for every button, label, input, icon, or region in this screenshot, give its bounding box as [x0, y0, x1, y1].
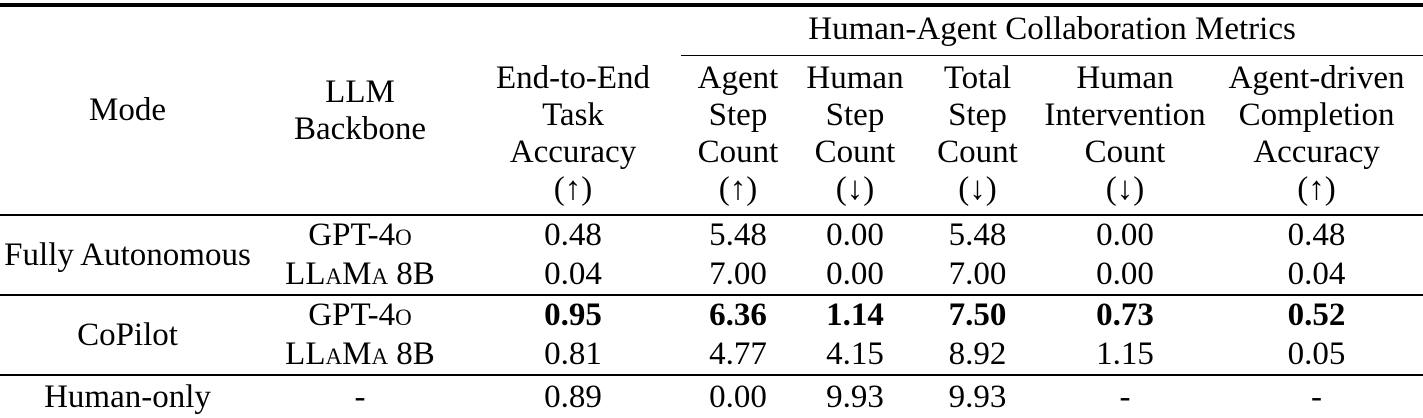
metric-value-cell: -	[1311, 379, 1323, 415]
mode-cell: Human-only	[44, 379, 211, 415]
metric-value-cell: 1.15	[1040, 335, 1210, 376]
col-header-llm-backbone: LLM Backbone	[255, 5, 465, 216]
backbone-cell: LLaMa 8B	[255, 335, 465, 376]
col-header-line: Step	[708, 97, 768, 133]
col-header-line: Count	[937, 134, 1018, 170]
metric-value-cell: 0.95	[544, 297, 602, 333]
metric-value-cell: 0.00	[1040, 255, 1210, 296]
backbone-cell: LLaMa 8B	[255, 255, 465, 296]
col-header-line: Agent	[697, 60, 779, 96]
span-header-row: Mode LLM Backbone Human-Agent Collaborat…	[0, 5, 1423, 216]
col-header-agent-driven-completion-accuracy: Agent-driven Completion Accuracy (↑)	[1210, 55, 1423, 216]
metric-value-cell: 6.36	[709, 297, 767, 333]
metric-value-cell: 0.00	[795, 255, 915, 296]
table-row-human-only: Human-only - 0.89 0.00 9.93 9.93 - -	[0, 375, 1423, 418]
col-header-line: End-to-End	[496, 59, 650, 96]
col-header-human-intervention-count: Human Intervention Count (↓)	[1040, 55, 1210, 216]
metric-value-cell: 4.77	[681, 335, 795, 376]
up-arrow-indicator: (↑)	[553, 170, 593, 207]
backbone-cell: GPT-4o	[308, 217, 412, 253]
col-header-line: Completion	[1238, 97, 1395, 133]
col-header-human-step-count: Human Step Count (↓)	[795, 55, 915, 216]
up-arrow-indicator: (↑)	[1297, 171, 1336, 207]
metric-value-cell: -	[1119, 379, 1131, 415]
col-header-line: Count	[697, 134, 779, 170]
col-header-line: Step	[948, 97, 1007, 133]
metric-value-cell: 0.48	[1287, 217, 1346, 253]
down-arrow-indicator: (↓)	[1105, 171, 1145, 207]
metric-value-cell: 4.15	[795, 335, 915, 376]
metric-value-cell: 0.00	[826, 217, 884, 253]
table-row-copilot-llama: LLaMa 8B 0.81 4.77 4.15 8.92 1.15 0.05	[0, 335, 1423, 376]
metric-value-cell: 0.89	[544, 379, 602, 415]
col-header-line: LLM	[325, 73, 395, 110]
metric-value-cell: 0.00	[709, 379, 767, 415]
metric-value-cell: 5.48	[709, 217, 767, 253]
col-header-end-to-end-accuracy: End-to-End Task Accuracy (↑)	[465, 55, 681, 216]
metric-value-cell: 0.52	[1287, 297, 1346, 333]
column-header-row: End-to-End Task Accuracy (↑) Agent Step …	[0, 55, 1423, 216]
col-header-line: Backbone	[294, 110, 426, 147]
col-header-line: Human	[806, 60, 904, 96]
metric-value-cell: 5.48	[948, 217, 1007, 253]
table-row-fully-autonomous-gpt4o: Fully Autonomous GPT-4o 0.48 5.48 0.00 5…	[0, 215, 1423, 296]
col-header-line: Total	[943, 60, 1012, 96]
metric-value-cell: 0.81	[465, 335, 681, 376]
mode-cell: Fully Autonomous	[0, 215, 255, 296]
metric-value-cell: 0.73	[1096, 297, 1154, 333]
results-table: Mode LLM Backbone Human-Agent Collaborat…	[0, 3, 1423, 418]
metric-value-cell: 0.04	[465, 255, 681, 296]
metric-value-cell: 9.93	[826, 379, 884, 415]
metric-value-cell: 1.14	[826, 297, 884, 333]
col-header-line: Human	[1076, 60, 1174, 96]
metric-value-cell: 7.50	[948, 297, 1007, 333]
col-header-line: Step	[825, 97, 885, 133]
mode-cell: CoPilot	[0, 295, 255, 376]
col-header-line: Accuracy	[509, 133, 637, 170]
metric-value-cell: 0.00	[1096, 217, 1154, 253]
metric-value-cell: 7.00	[681, 255, 795, 296]
span-header-collaboration-metrics: Human-Agent Collaboration Metrics	[681, 5, 1423, 56]
down-arrow-indicator: (↓)	[958, 171, 997, 207]
backbone-cell: -	[354, 379, 366, 415]
col-header-mode: Mode	[0, 5, 255, 216]
col-header-line: Count	[1084, 134, 1166, 170]
metric-value-cell: 7.00	[915, 255, 1040, 296]
metric-value-cell: 0.04	[1210, 255, 1423, 296]
col-header-line: Accuracy	[1253, 134, 1380, 170]
down-arrow-indicator: (↓)	[835, 171, 875, 207]
metric-value-cell: 9.93	[948, 379, 1007, 415]
col-header-line: Intervention	[1044, 97, 1206, 133]
col-header-line: Count	[814, 134, 896, 170]
up-arrow-indicator: (↑)	[718, 171, 758, 207]
table-row-copilot-gpt4o: CoPilot GPT-4o 0.95 6.36 1.14 7.50 0.73 …	[0, 295, 1423, 376]
col-header-total-step-count: Total Step Count (↓)	[915, 55, 1040, 216]
metric-value-cell: 8.92	[915, 335, 1040, 376]
col-header-line: Agent-driven	[1228, 60, 1405, 96]
table-row-fully-autonomous-llama: LLaMa 8B 0.04 7.00 0.00 7.00 0.00 0.04	[0, 255, 1423, 296]
header-spacer	[465, 5, 681, 56]
backbone-cell: GPT-4o	[308, 297, 412, 333]
col-header-agent-step-count: Agent Step Count (↑)	[681, 55, 795, 216]
metric-value-cell: 0.48	[544, 217, 602, 253]
metric-value-cell: 0.05	[1210, 335, 1423, 376]
col-header-line: Task	[542, 96, 604, 133]
